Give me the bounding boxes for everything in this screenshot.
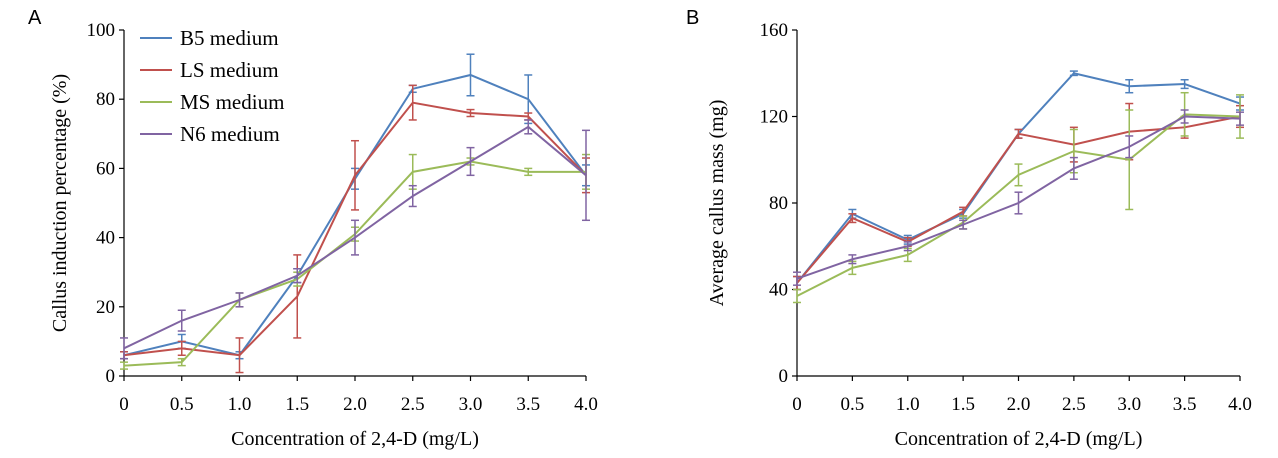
series-line — [123, 101, 587, 357]
x-tick-label: 0 — [119, 394, 129, 415]
y-axis-label: Average callus mass (mg) — [706, 100, 728, 307]
x-tick-label: 3.5 — [1173, 394, 1197, 415]
x-tick-label: 2.0 — [1007, 394, 1031, 415]
y-tick-label: 40 — [96, 228, 115, 249]
chart-b: 0 40 80 120 160 0 0.5 1.0 1.5 2.0 2.5 3.0 3.5 4.0 Conc… — [706, 20, 1252, 450]
legend: B5 medium LS medium MS medium N6 medium — [140, 26, 284, 146]
y-tick-label: 80 — [769, 193, 788, 214]
panel-label-b: B — [686, 7, 699, 29]
x-tick-label: 3.5 — [516, 394, 540, 415]
y-axis-label: Callus induction percentage (%) — [49, 74, 71, 332]
y-tick-label: 160 — [760, 20, 789, 41]
x-tick-label: 2.5 — [401, 394, 425, 415]
series-line — [123, 73, 587, 357]
x-tick-label: 0 — [792, 394, 802, 415]
series-line — [796, 115, 1241, 280]
x-axis-label: Concentration of 2,4-D (mg/L) — [231, 428, 479, 450]
x-tick-label: 1.5 — [951, 394, 975, 415]
chart-a: 0 20 40 60 80 100 0 0.5 1.0 1.5 2.0 2.5 3.0 3.5 4.0 Con… — [49, 20, 598, 450]
x-tick-label: 4.0 — [1228, 394, 1252, 415]
series-line — [123, 125, 587, 350]
y-tick-label: 100 — [87, 20, 116, 41]
x-tick-label: 2.5 — [1062, 394, 1086, 415]
series-n6-medium — [120, 119, 590, 360]
x-tick-label: 0.5 — [841, 394, 865, 415]
x-tick-label: 4.0 — [574, 394, 598, 415]
y-tick-label: 40 — [769, 280, 788, 301]
x-axis-label: Concentration of 2,4-D (mg/L) — [895, 428, 1143, 450]
y-tick-label: 20 — [96, 297, 115, 318]
x-tick-label: 2.0 — [343, 394, 367, 415]
x-tick-label: 3.0 — [459, 394, 483, 415]
y-tick-label: 0 — [106, 366, 116, 387]
x-tick-label: 1.0 — [896, 394, 920, 415]
y-tick-label: 120 — [760, 107, 789, 128]
series-n6-medium — [793, 109, 1244, 286]
panel-label-a: A — [28, 7, 42, 29]
x-tick-label: 1.0 — [228, 394, 252, 415]
x-tick-label: 3.0 — [1117, 394, 1141, 415]
y-tick-label: 0 — [779, 366, 789, 387]
x-tick-label: 1.5 — [285, 394, 309, 415]
y-tick-label: 60 — [96, 158, 115, 179]
legend-label: MS medium — [180, 90, 284, 114]
series-line — [796, 113, 1241, 297]
x-tick-label: 0.5 — [170, 394, 194, 415]
legend-label: LS medium — [180, 58, 279, 82]
legend-label: B5 medium — [180, 26, 279, 50]
y-tick-label: 80 — [96, 89, 115, 110]
legend-label: N6 medium — [180, 122, 280, 146]
